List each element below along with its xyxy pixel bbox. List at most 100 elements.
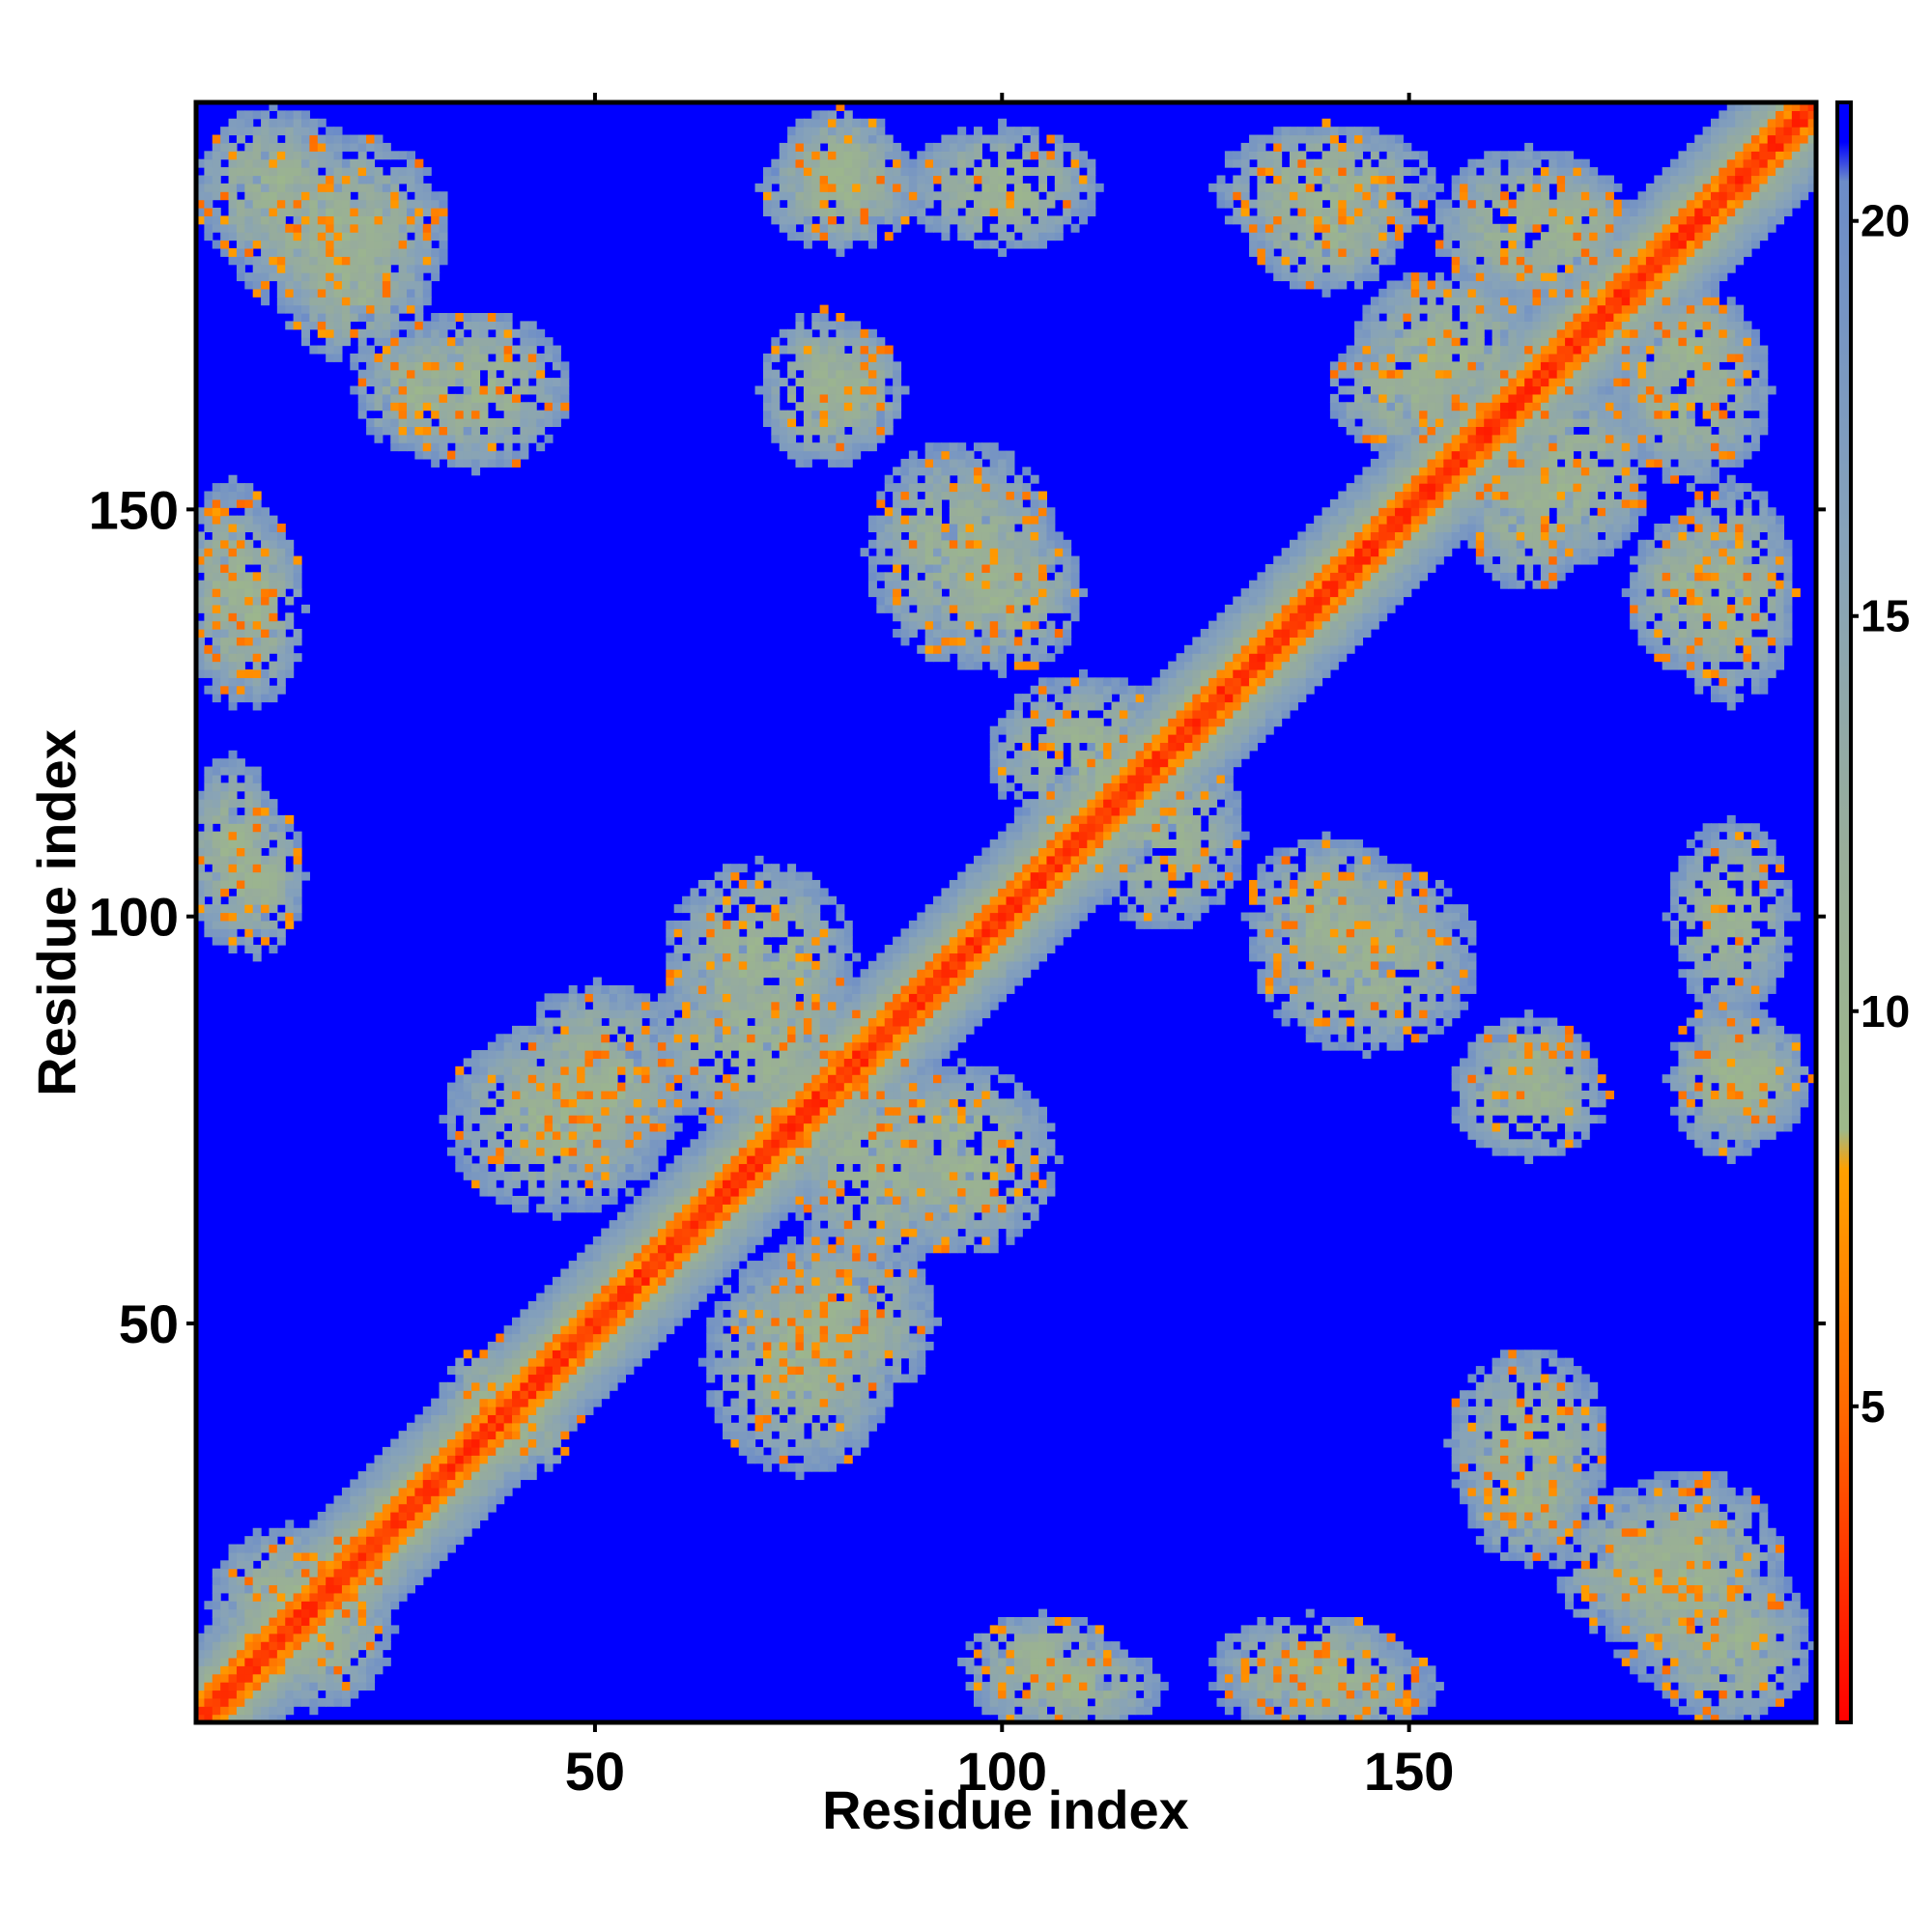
heatmap-cell [633,1074,642,1084]
heatmap-cell [1807,1074,1817,1084]
heatmap-cell [1492,1374,1501,1383]
heatmap-cell [285,1706,295,1716]
heatmap-cell [884,1285,894,1294]
heatmap-cell [989,1106,999,1116]
heatmap-cell [649,1179,659,1189]
heatmap-cell [560,1285,570,1294]
heatmap-cell [908,1139,918,1149]
heatmap-cell [1776,1551,1785,1561]
heatmap-cell [455,1130,465,1140]
heatmap-cell [1654,1536,1663,1546]
heatmap-cell [1735,1592,1745,1602]
heatmap-cell [876,1317,886,1326]
heatmap-cell [1419,1665,1429,1675]
heatmap-cell [1013,1187,1023,1197]
heatmap-cell [730,1147,740,1156]
heatmap-cell [779,1139,788,1149]
heatmap-cell [1565,1414,1575,1424]
heatmap-cell [1621,1503,1631,1513]
heatmap-cell [1694,1657,1704,1666]
heatmap-cell [1654,1633,1663,1642]
heatmap-cell [803,1414,812,1424]
heatmap-cell [690,1220,699,1230]
heatmap-cell [568,1374,578,1383]
heatmap-cell [471,1398,481,1407]
heatmap-cell [382,1625,391,1634]
heatmap-cell [212,1657,221,1666]
heatmap-cell [1467,1446,1477,1456]
heatmap-cell [333,1673,343,1683]
heatmap-cell [1532,1438,1542,1448]
heatmap-cell [1362,1641,1372,1651]
heatmap-cell [1492,1122,1501,1132]
heatmap-cell [1702,1568,1712,1577]
heatmap-cell [867,1244,877,1254]
heatmap-cell [1589,1446,1599,1456]
heatmap-cell [446,1520,456,1529]
heatmap-cell [609,1317,618,1326]
heatmap-cell [1645,1592,1655,1602]
heatmap-cell [301,1601,310,1610]
heatmap-cell [1597,1544,1606,1553]
heatmap-cell [941,1163,951,1173]
heatmap-cell [762,1074,772,1084]
heatmap-cell [584,1268,594,1278]
heatmap-cell [560,1163,570,1173]
heatmap-cell [601,1300,611,1310]
heatmap-cell [819,1398,829,1407]
heatmap-cell [811,1187,821,1197]
heatmap-cell [366,1625,376,1634]
heatmap-cell [1630,1568,1639,1577]
heatmap-cell [1314,1673,1323,1683]
heatmap-cell [463,1390,472,1400]
heatmap-cell [779,1115,788,1124]
heatmap-cell [520,1333,529,1343]
heatmap-cell [779,1374,788,1383]
heatmap-cell [341,1544,351,1553]
heatmap-cell [957,1244,967,1254]
heatmap-cell [852,1195,862,1205]
heatmap-cell [496,1422,505,1432]
heatmap-cell [917,1228,926,1237]
heatmap-cell [649,1261,659,1270]
heatmap-cell [1094,1706,1104,1716]
heatmap-cell [803,1155,812,1165]
heatmap-cell [487,1155,497,1165]
heatmap-cell [471,1139,481,1149]
heatmap-cell [261,1625,270,1634]
heatmap-cell [697,1139,707,1149]
heatmap-cell [973,1155,982,1165]
heatmap-cell [544,1293,554,1302]
heatmap-cell [860,1414,869,1424]
heatmap-cell [592,1268,602,1278]
heatmap-cell [552,1406,561,1415]
heatmap-cell [1508,1406,1518,1415]
heatmap-cell [512,1341,521,1350]
heatmap-cell [276,1608,286,1618]
heatmap-cell [738,1390,748,1400]
heatmap-cell [933,1179,943,1189]
heatmap-cell [754,1431,764,1440]
heatmap-cell [1038,1673,1048,1683]
heatmap-cell [617,1357,626,1367]
heatmap-cell [747,1333,756,1343]
heatmap-cell [407,1503,415,1513]
heatmap-cell [382,1463,391,1472]
heatmap-cell [536,1381,546,1391]
heatmap-cell [350,1673,359,1683]
heatmap-cell [317,1527,327,1537]
heatmap-cell [544,1115,554,1124]
heatmap-cell [1702,1665,1712,1675]
heatmap-cell [1314,1649,1323,1659]
heatmap-cell [1791,1106,1801,1116]
heatmap-cell [1573,1422,1582,1432]
heatmap-cell [771,1293,781,1302]
heatmap-cell [723,1155,731,1165]
heatmap-cell [617,1122,626,1132]
heatmap-cell [446,1495,456,1505]
heatmap-cell [819,1276,829,1286]
heatmap-cell [738,1276,748,1286]
heatmap-cell [1589,1082,1599,1092]
heatmap-cell [924,1293,934,1302]
heatmap-cell [285,1520,295,1529]
